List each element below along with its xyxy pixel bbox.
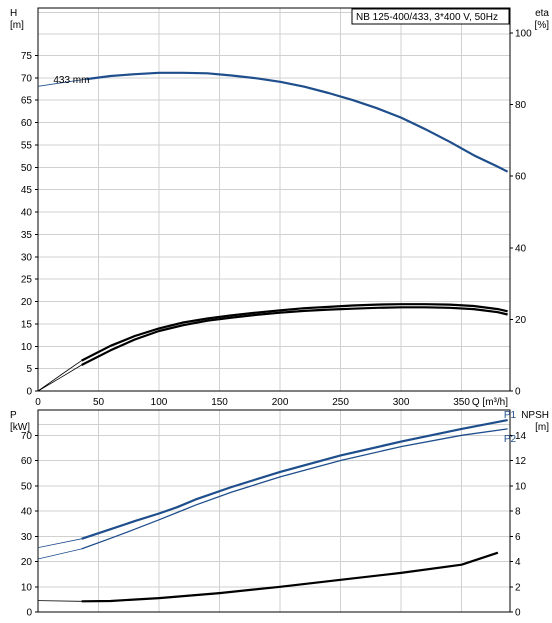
chart1-left-tick-label: 60 [21,118,33,129]
chart1-right-tick-label: 40 [515,243,527,254]
chart1-left-tick-label: 5 [26,364,32,375]
chart2-series-0-extension [37,538,82,548]
chart1-left-tick-label: 70 [21,73,33,84]
chart2-series-1-line [81,428,508,550]
chart2-series-label-p2: P2 [504,434,517,445]
chart1-series-1-extension [37,360,82,392]
chart1-annotation: 433 mm [53,75,89,86]
chart1-series-0-line [86,71,509,173]
chart1-x-axis-label: Q [m³/h] [472,397,508,408]
chart2-right-tick-label: 14 [515,431,527,442]
chart1-left-tick-label: 15 [21,319,33,330]
chart1-x-tick-label: 50 [93,397,105,408]
chart1-x-tick-label: 350 [453,397,470,408]
chart1-x-tick-label: 250 [332,397,349,408]
chart2-right-tick-label: 8 [515,507,521,518]
chart2-left-axis-unit: [kW] [10,422,30,433]
chart1-left-tick-label: 35 [21,230,33,241]
chart2-right-tick-label: 12 [515,456,527,467]
chart1-series-2-line [81,306,508,366]
chart2-left-axis-title: P [10,410,17,421]
chart1-x-tick-label: 300 [393,397,410,408]
chart1-title: NB 125-400/433, 3*400 V, 50Hz [356,12,498,23]
chart1-right-tick-label: 100 [515,29,532,40]
chart1-left-tick-label: 30 [21,252,33,263]
chart1-left-tick-label: 20 [21,297,33,308]
chart1-plot-frame [37,7,511,392]
chart1-title-box [351,8,510,25]
chart2-right-tick-label: 2 [515,582,521,593]
chart1-left-tick-label: 45 [21,185,33,196]
chart2-series-label-p1: P1 [504,410,517,421]
chart1-right-tick-label: 0 [515,387,521,398]
chart2-series-1-extension [37,548,82,560]
chart2-left-tick-label: 10 [21,582,33,593]
chart1-left-tick-label: 50 [21,163,33,174]
chart1-left-tick-label: 55 [21,140,33,151]
chart2-left-tick-label: 50 [21,481,33,492]
chart2-left-tick-label: 30 [21,532,33,543]
chart1-left-tick-label: 10 [21,342,33,353]
chart1-series-0-extension [37,78,87,87]
chart1-left-tick-label: 25 [21,275,33,286]
chart2-right-axis-unit: [m] [535,422,549,433]
chart2-right-tick-label: 0 [515,608,521,619]
chart2-left-tick-label: 20 [21,557,33,568]
chart1-left-tick-label: 65 [21,96,33,107]
chart1-series-2-extension [37,364,82,392]
chart2-series-2-line [81,551,499,603]
chart1-series-1-line [81,303,508,362]
chart1-right-tick-label: 60 [515,172,527,183]
chart1-left-tick-label: 40 [21,208,33,219]
chart2-left-tick-label: 0 [26,608,32,619]
chart2-left-tick-label: 40 [21,507,33,518]
chart2-left-tick-label: 70 [21,431,33,442]
chart2-right-tick-label: 10 [515,481,527,492]
chart2-series-2-extension [37,600,82,602]
chart1-x-tick-label: 100 [151,397,168,408]
chart1-right-tick-label: 20 [515,315,527,326]
chart2-series-0-line [81,419,508,540]
chart2-right-axis-title: NPSH [521,410,549,421]
chart1-left-axis-unit: [m] [10,20,24,31]
chart1-x-tick-label: 150 [211,397,228,408]
chart1-right-tick-label: 80 [515,100,527,111]
chart1-right-axis-title: eta [535,8,549,19]
chart1-right-axis-unit: [%] [535,20,550,31]
chart1-x-tick-label: 0 [35,397,41,408]
chart1-left-axis-title: H [10,8,17,19]
chart1-left-tick-label: 0 [26,387,32,398]
chart2-left-tick-label: 60 [21,456,33,467]
chart2-right-tick-label: 4 [515,557,521,568]
chart2-right-tick-label: 6 [515,532,521,543]
chart1-left-tick-label: 75 [21,51,33,62]
chart1-x-tick-label: 200 [272,397,289,408]
